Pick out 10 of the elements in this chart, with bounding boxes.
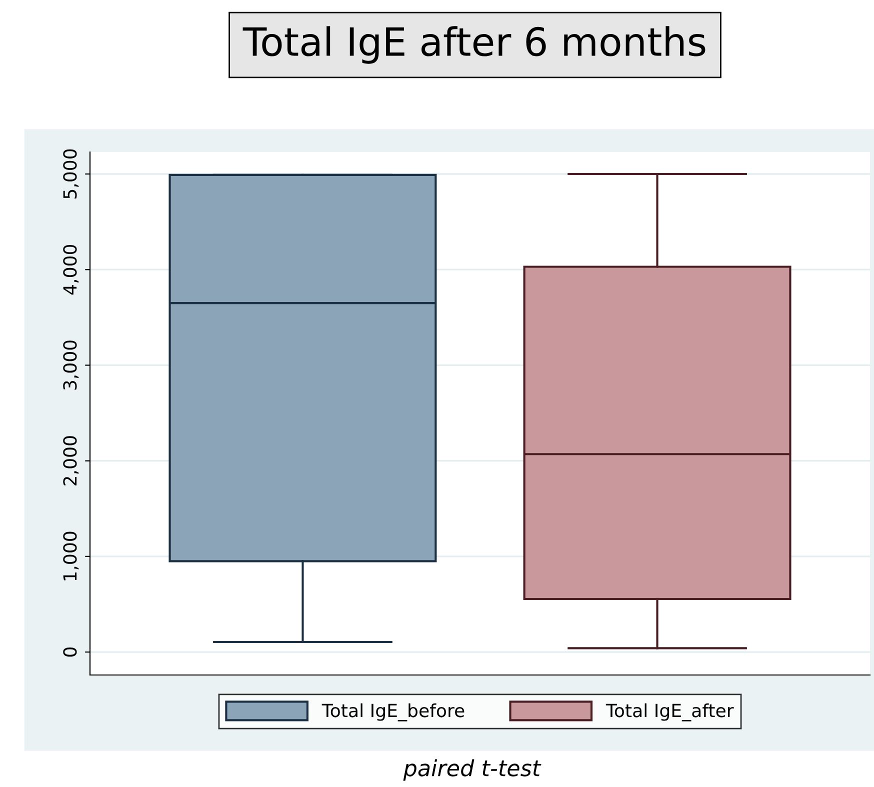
y-tick-label: 0 (63, 648, 77, 657)
legend-label: Total IgE_before (322, 703, 464, 722)
y-tick-label: 1,000 (63, 532, 79, 580)
chart-title: Total IgE after 6 months (242, 26, 706, 64)
y-tick-label: 5,000 (63, 149, 79, 198)
legend-label: Total IgE_after (606, 703, 734, 722)
y-tick-label: 3,000 (63, 340, 79, 390)
y-tick-label: 2,000 (63, 436, 79, 486)
y-tick-label: 4,000 (63, 244, 79, 295)
text: paired t-test (403, 759, 542, 781)
